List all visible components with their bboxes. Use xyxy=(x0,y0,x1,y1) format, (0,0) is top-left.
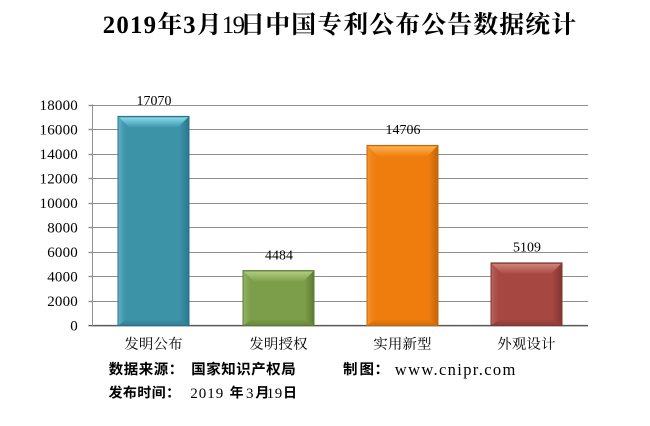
svg-text:2000: 2000 xyxy=(47,294,78,310)
svg-text:6000: 6000 xyxy=(47,245,78,261)
svg-text:5109: 5109 xyxy=(513,241,541,256)
svg-text:19: 19 xyxy=(267,386,283,402)
svg-text:2019: 2019 xyxy=(190,386,224,402)
svg-text:16000: 16000 xyxy=(40,123,79,139)
svg-text:4484: 4484 xyxy=(265,248,293,263)
svg-text:19: 19 xyxy=(222,12,245,39)
svg-text:12000: 12000 xyxy=(40,172,79,188)
svg-text:0: 0 xyxy=(70,319,78,335)
svg-text:14000: 14000 xyxy=(40,147,79,163)
svg-text:3: 3 xyxy=(246,386,254,402)
svg-text:www.cnipr.com: www.cnipr.com xyxy=(395,360,517,379)
svg-text:18000: 18000 xyxy=(40,98,79,114)
svg-text:10000: 10000 xyxy=(40,196,79,212)
svg-text:17070: 17070 xyxy=(137,94,172,109)
svg-text:4000: 4000 xyxy=(47,270,78,286)
svg-text:2019: 2019 xyxy=(103,12,157,39)
svg-text:8000: 8000 xyxy=(47,221,78,237)
svg-text:3: 3 xyxy=(183,12,195,39)
svg-text:14706: 14706 xyxy=(386,123,421,138)
